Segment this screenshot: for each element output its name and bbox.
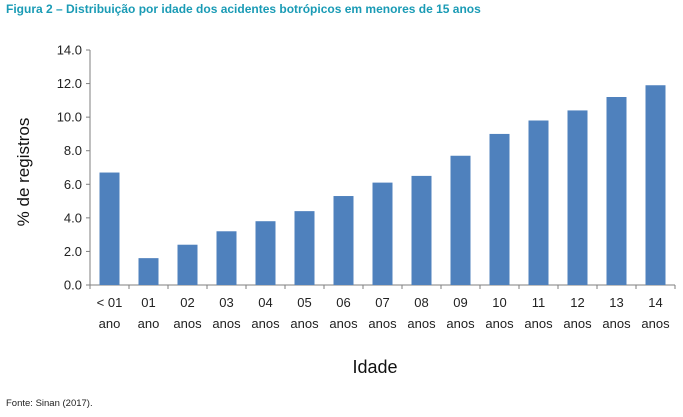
x-tick-label: anos <box>173 316 202 331</box>
x-tick-label: 03 <box>219 295 233 310</box>
x-tick-label: ano <box>99 316 121 331</box>
x-tick-label: ano <box>138 316 160 331</box>
bar <box>99 172 120 285</box>
bar <box>294 211 315 285</box>
x-tick-label: 12 <box>570 295 584 310</box>
x-tick-label: anos <box>251 316 280 331</box>
bar <box>333 196 354 285</box>
source-note: Fonte: Sinan (2017). <box>6 398 93 409</box>
x-axis-label: Idade <box>352 357 397 377</box>
x-tick-label: anos <box>602 316 631 331</box>
x-tick-label: anos <box>329 316 358 331</box>
x-tick-label: 05 <box>297 295 311 310</box>
y-tick-label: 4.0 <box>64 210 82 225</box>
x-tick-label: 10 <box>492 295 506 310</box>
y-tick-label: 14.0 <box>57 43 82 58</box>
bar <box>606 97 627 285</box>
bar <box>450 155 471 285</box>
bar <box>645 85 666 285</box>
x-tick-label: 01 <box>141 295 155 310</box>
x-tick-label: 04 <box>258 295 272 310</box>
bar <box>528 120 549 285</box>
x-tick-label: 11 <box>532 295 546 310</box>
x-tick-label: 02 <box>180 295 194 310</box>
y-tick-label: 0.0 <box>64 278 82 293</box>
x-tick-label: anos <box>212 316 241 331</box>
x-tick-label: anos <box>524 316 553 331</box>
bar <box>489 133 510 285</box>
y-tick-label: 8.0 <box>64 143 82 158</box>
bar <box>567 110 588 285</box>
y-tick-label: 2.0 <box>64 244 82 259</box>
bar <box>411 175 432 285</box>
x-tick-label: anos <box>290 316 319 331</box>
x-tick-label: 09 <box>453 295 467 310</box>
bar <box>255 221 276 285</box>
x-tick-label: 13 <box>609 295 623 310</box>
chart-labels: 0.0 2.0 4.0 6.0 8.0 10.0 12.0 14.0 < 01 ano 01 ano 0… <box>57 43 670 332</box>
y-tick-label: 12.0 <box>57 76 82 91</box>
y-tick-label: 10.0 <box>57 110 82 125</box>
x-tick-label: 14 <box>648 295 662 310</box>
bar <box>177 244 198 285</box>
x-tick-label: anos <box>485 316 514 331</box>
x-tick-label: anos <box>446 316 475 331</box>
x-tick-label: 07 <box>375 295 389 310</box>
figure-title: Figura 2 – Distribuição por idade dos ac… <box>6 2 481 16</box>
x-tick-label: 06 <box>336 295 350 310</box>
x-tick-label: anos <box>407 316 436 331</box>
bar <box>216 231 237 285</box>
x-tick-label: 08 <box>414 295 428 310</box>
bar <box>138 258 159 285</box>
x-tick-label: anos <box>641 316 670 331</box>
y-axis-label: % de registros <box>14 118 33 227</box>
x-tick-label: anos <box>368 316 397 331</box>
y-tick-label: 6.0 <box>64 177 82 192</box>
x-tick-label: < 01 <box>97 295 123 310</box>
chart-bars <box>99 85 666 285</box>
bar <box>372 182 393 285</box>
x-tick-label: anos <box>563 316 592 331</box>
